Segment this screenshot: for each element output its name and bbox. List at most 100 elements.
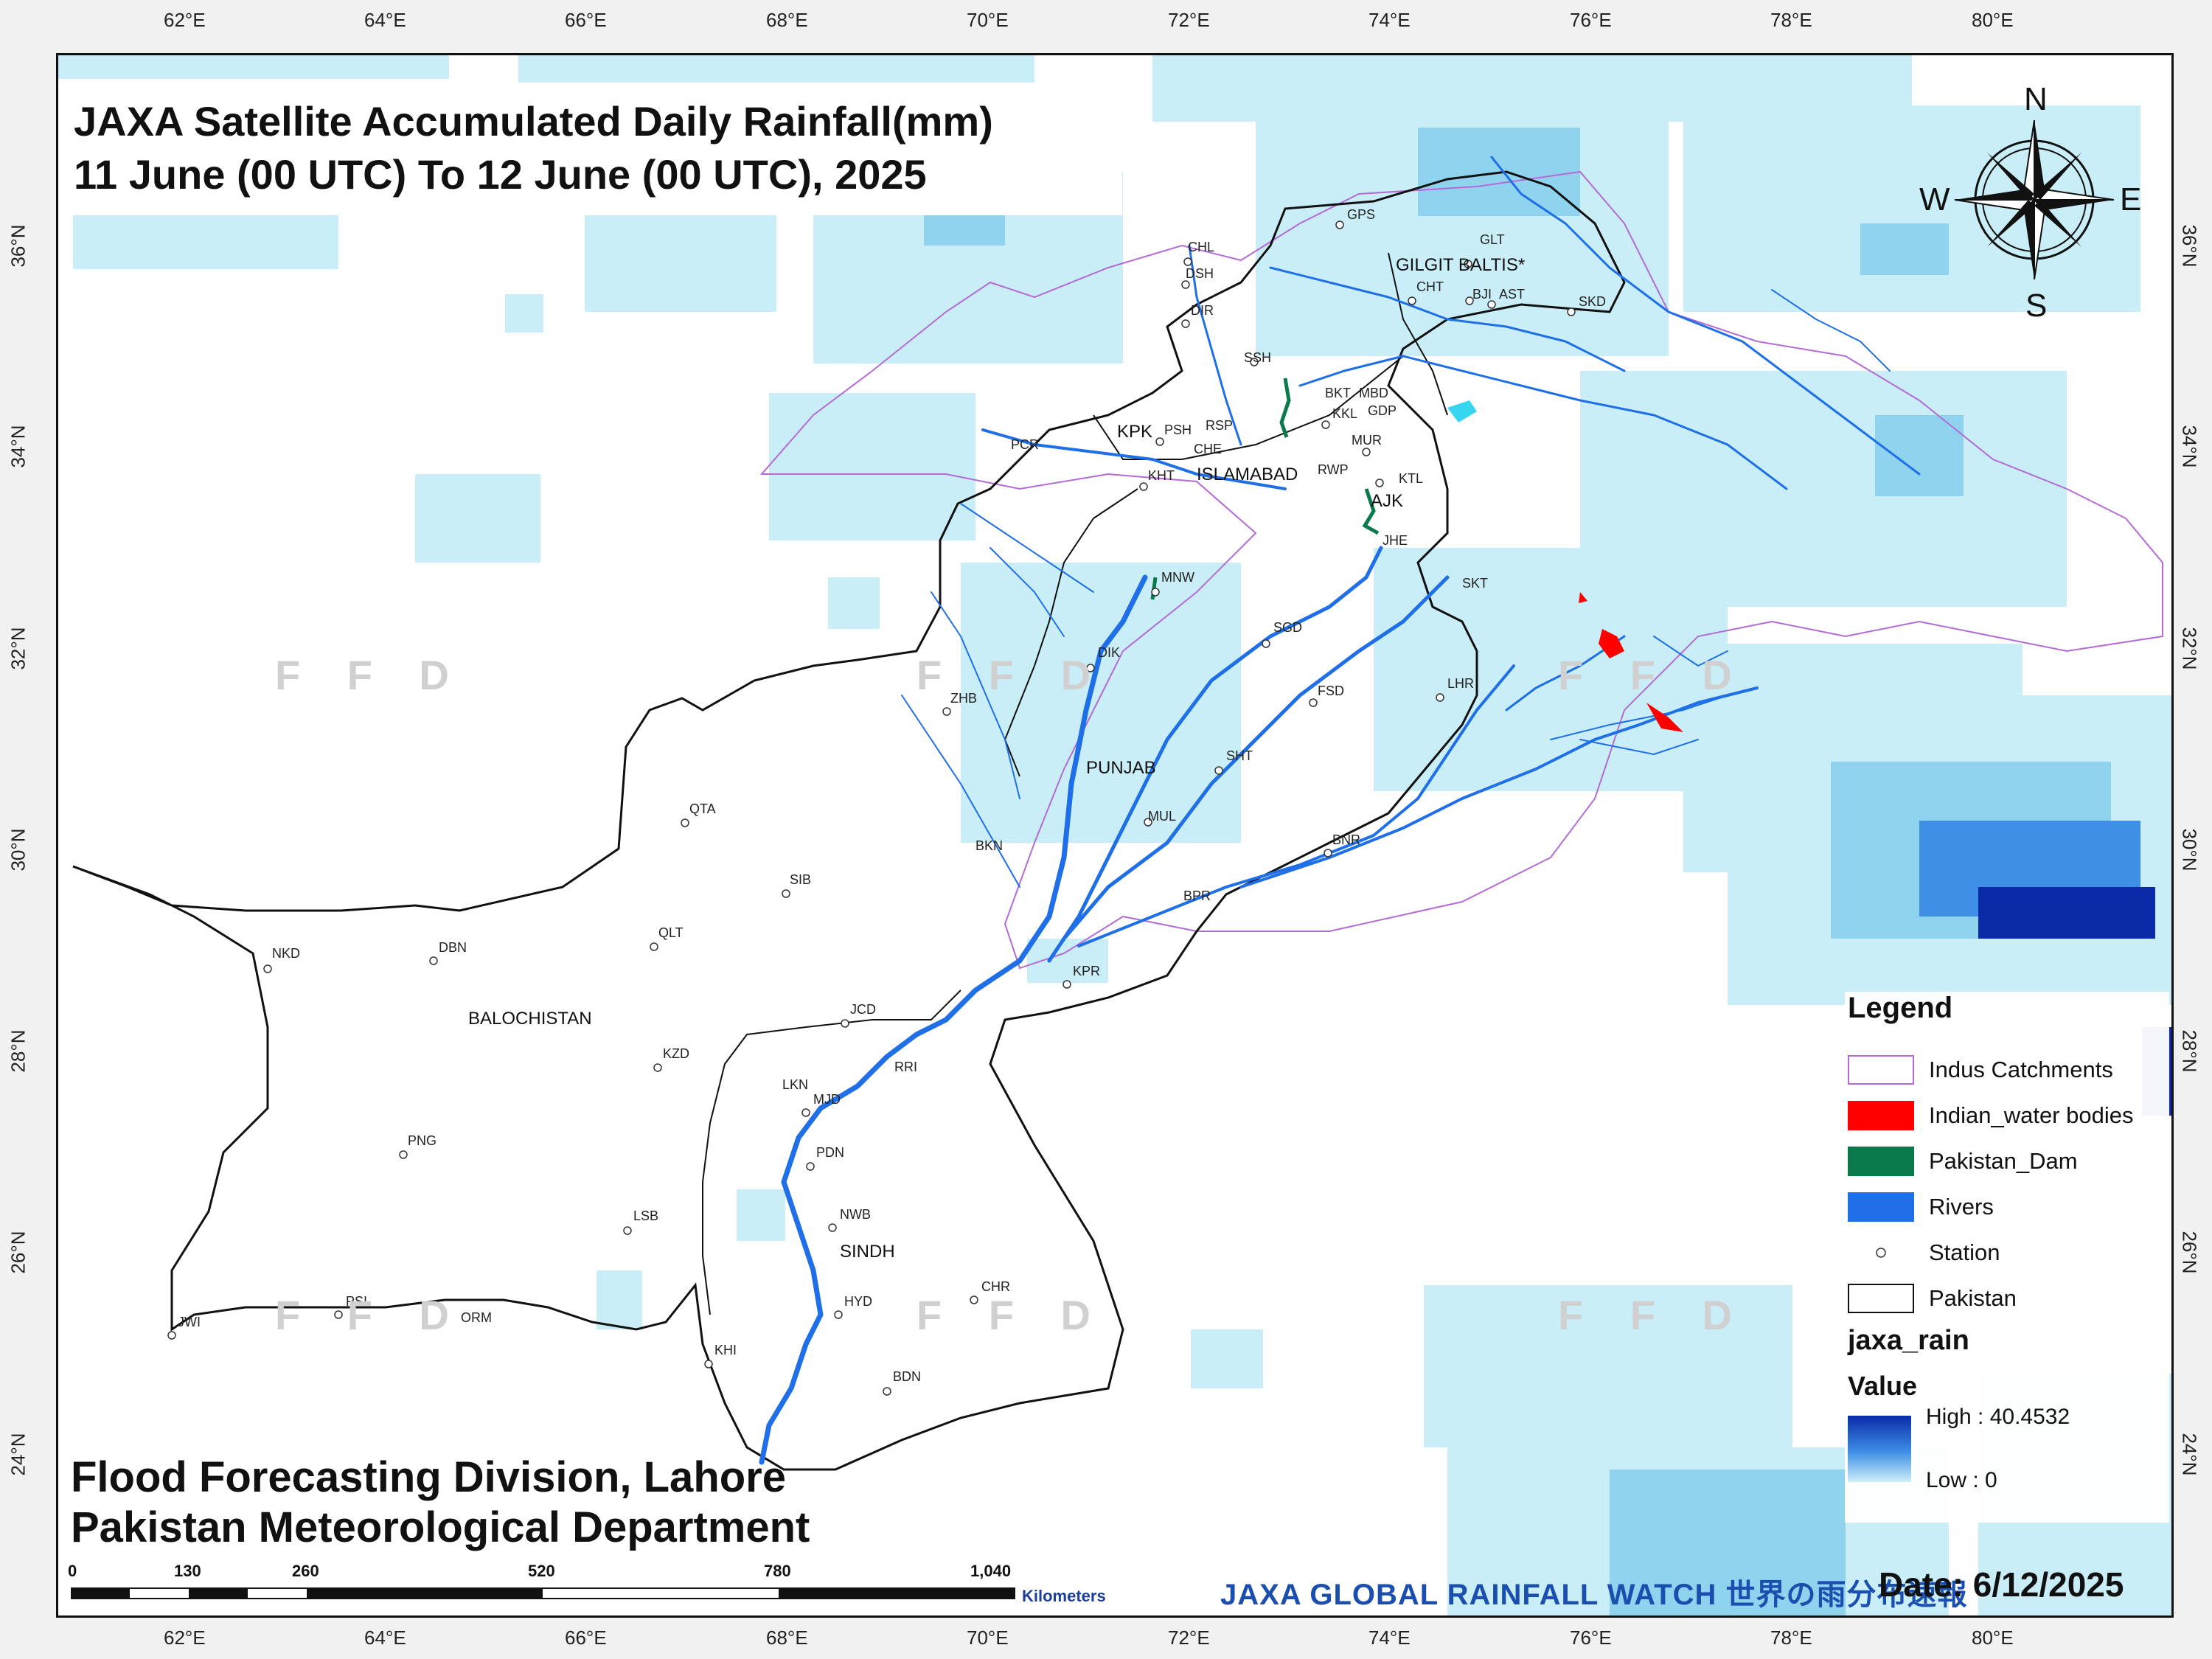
station-marker <box>801 1108 810 1117</box>
station-marker <box>1309 698 1318 707</box>
station-marker <box>1139 482 1148 491</box>
station-marker <box>704 1360 713 1368</box>
lat-tick: 26°N <box>2178 1231 2201 1274</box>
station-label: NWB <box>840 1207 871 1222</box>
lat-tick: 24°N <box>7 1433 29 1476</box>
station-label: MUL <box>1148 809 1176 824</box>
station-label: LHR <box>1447 676 1474 691</box>
gradient-high: High : 40.4532 <box>1926 1405 2070 1429</box>
station-marker <box>1324 849 1332 858</box>
station-label: JCD <box>850 1002 876 1017</box>
station-label: BKN <box>975 838 1003 853</box>
station-label: RWP <box>1318 462 1349 477</box>
station-marker <box>1250 358 1259 366</box>
lon-tick: 70°E <box>967 9 1009 31</box>
pakistan-swatch <box>1848 1284 1914 1313</box>
river-chenab <box>1062 575 1450 941</box>
station-label: MNW <box>1161 570 1194 585</box>
station-marker <box>782 889 790 898</box>
rainfall-gradient <box>1848 1416 1911 1482</box>
legend-item: Station <box>1848 1235 2169 1270</box>
rain-patch <box>597 1270 642 1329</box>
station-label: JWI <box>178 1315 201 1329</box>
lon-tick: 80°E <box>1972 9 2014 31</box>
river-sutlej <box>1239 686 1759 888</box>
station-marker <box>681 818 689 827</box>
lon-tick: 80°E <box>1972 1627 2014 1649</box>
rain-patch <box>828 577 880 629</box>
station-marker <box>883 1387 891 1396</box>
station-marker <box>1151 588 1160 597</box>
station-marker <box>834 1310 843 1319</box>
river-upper-indus <box>1298 355 1788 490</box>
rain-patch <box>1683 105 2140 312</box>
legend: Legend Indus Catchments Indian_water bod… <box>1845 992 2169 1523</box>
station-label: KZD <box>663 1046 689 1061</box>
station-marker <box>623 1226 632 1235</box>
river-indus <box>759 574 1148 1465</box>
lon-tick: 72°E <box>1168 1627 1210 1649</box>
legend-label: Indian_water bodies <box>1929 1102 2134 1128</box>
rain-patch <box>58 55 449 79</box>
station-marker <box>1487 300 1496 309</box>
station-marker <box>1436 693 1444 702</box>
river-tributary <box>931 591 1020 799</box>
station-marker <box>1155 437 1164 446</box>
station-label: DBN <box>439 940 467 955</box>
station-label: SIB <box>790 872 811 887</box>
station-label: PCR <box>1011 437 1039 452</box>
station-label: LSB <box>633 1208 658 1223</box>
river-kabul <box>981 428 1287 490</box>
station-label: QTA <box>689 801 716 816</box>
station-marker <box>1262 639 1270 648</box>
region-labels: BALOCHISTAN SINDH PUNJAB ISLAMABAD AJK G… <box>468 255 1525 1262</box>
legend-label: Rivers <box>1929 1194 1994 1220</box>
lat-tick: 26°N <box>7 1231 29 1274</box>
station-label: SSH <box>1244 350 1271 365</box>
ffd-watermark: F F D <box>275 1292 467 1338</box>
river-tributary <box>1771 289 1891 372</box>
station-label: SGD <box>1273 620 1302 635</box>
lon-tick: 62°E <box>164 9 206 31</box>
gradient-low: Low : 0 <box>1926 1468 1997 1492</box>
region-label-islamabad: ISLAMABAD <box>1197 465 1298 484</box>
lon-tick: 68°E <box>766 9 808 31</box>
station-label: AST <box>1499 287 1525 302</box>
station-marker <box>653 1063 662 1072</box>
river-swat <box>1188 244 1242 446</box>
scale-number: 0 <box>68 1562 77 1580</box>
station-marker <box>970 1295 978 1304</box>
legend-label: Pakistan <box>1929 1285 2017 1311</box>
station-label: SKT <box>1462 576 1488 591</box>
station-marker <box>334 1310 343 1319</box>
station-label: PNG <box>408 1133 437 1148</box>
station-label: GDP <box>1368 403 1397 418</box>
station-marker <box>167 1331 176 1340</box>
lon-tick: 72°E <box>1168 9 1210 31</box>
station-label: MBD <box>1359 386 1388 400</box>
station-label: JHE <box>1382 533 1408 548</box>
date-label: Date: 6/12/2025 <box>1879 1565 2124 1604</box>
lat-tick: 24°N <box>2178 1433 2201 1476</box>
legend-item: Pakistan_Dam <box>1848 1144 2169 1179</box>
rain-patch <box>1978 887 2155 939</box>
footer-credit: Flood Forecasting Division, Lahore Pakis… <box>71 1453 810 1553</box>
station-label: LKN <box>782 1077 808 1092</box>
lon-tick: 78°E <box>1770 9 1812 31</box>
station-label: DIR <box>1191 303 1214 318</box>
station-label: BDN <box>893 1369 921 1384</box>
station-label: GLT <box>1480 232 1505 247</box>
jaxa-watermark: JAXA GLOBAL RAINFALL WATCH 世界の雨分布速報 <box>1220 1579 1968 1611</box>
value-title: Value <box>1848 1371 1918 1401</box>
station-label: HYD <box>844 1294 872 1309</box>
river-swatch <box>1848 1192 1914 1222</box>
station-label: KKL <box>1332 406 1357 421</box>
station-label: BKT <box>1325 386 1351 400</box>
station-label: KHT <box>1148 468 1175 483</box>
lat-tick: 34°N <box>7 425 29 468</box>
ffd-watermark: F F D <box>1558 652 1750 698</box>
ffd-watermark: F F D <box>917 1292 1108 1338</box>
station-label: PSI <box>346 1294 367 1309</box>
station-label: NKD <box>272 946 300 961</box>
rain-patch <box>415 474 540 563</box>
